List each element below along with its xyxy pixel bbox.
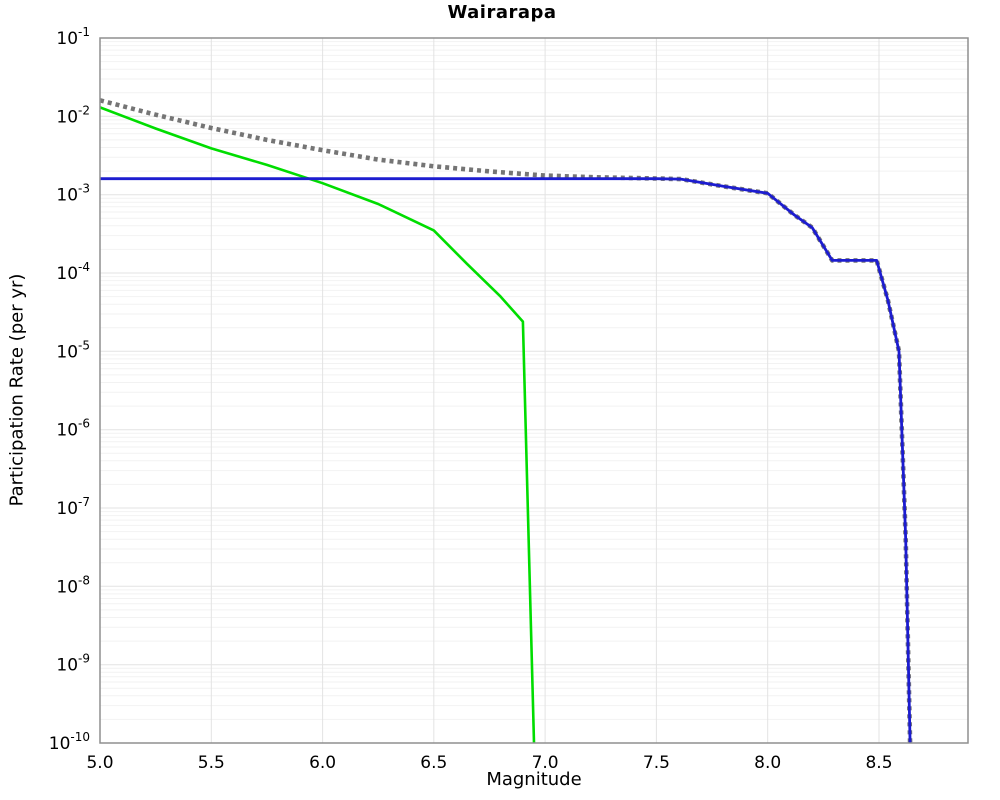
series-gray-dotted bbox=[99, 98, 913, 744]
series-green-solid bbox=[99, 106, 536, 744]
x-tick-label: 8.5 bbox=[865, 753, 892, 773]
x-tick-label: 8.0 bbox=[754, 753, 781, 773]
x-tick-label: 6.0 bbox=[309, 753, 336, 773]
x-tick-label: 6.5 bbox=[420, 753, 447, 773]
x-axis-label: Magnitude bbox=[486, 769, 582, 790]
y-tick-label: 10-2 bbox=[56, 103, 90, 127]
y-tick-label: 10-7 bbox=[56, 495, 90, 519]
series-blue-solid bbox=[100, 177, 912, 744]
y-tick-label: 10-5 bbox=[56, 338, 90, 362]
y-tick-label: 10-1 bbox=[56, 25, 90, 49]
x-tick-label: 7.0 bbox=[532, 753, 559, 773]
y-tick-label: 10-10 bbox=[49, 730, 90, 754]
y-tick-label: 10-8 bbox=[56, 573, 90, 597]
y-tick-label: 10-6 bbox=[56, 417, 90, 441]
plot-border bbox=[99, 37, 969, 744]
chart-title: Wairarapa bbox=[447, 2, 557, 23]
y-tick-label: 10-3 bbox=[56, 182, 90, 206]
y-tick-label: 10-9 bbox=[56, 652, 90, 676]
x-tick-label: 5.0 bbox=[86, 753, 113, 773]
x-tick-label: 7.5 bbox=[643, 753, 670, 773]
x-tick-label: 5.5 bbox=[198, 753, 225, 773]
y-tick-label: 10-4 bbox=[56, 260, 90, 284]
